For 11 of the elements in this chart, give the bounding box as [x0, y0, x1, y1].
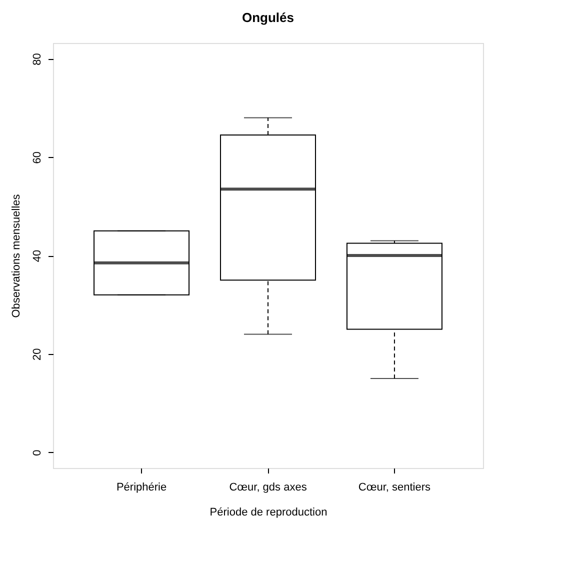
y-axis-title: Observations mensuelles: [10, 194, 22, 318]
y-tick-label: 60: [32, 151, 44, 164]
x-tick-label: Périphérie: [116, 482, 167, 494]
y-tick-label: 40: [32, 250, 44, 262]
x-tick-label: Cœur, sentiers: [358, 482, 432, 494]
chart-title: Ongulés: [242, 10, 294, 25]
y-tick-label: 80: [32, 53, 44, 66]
y-tick-label: 20: [32, 348, 44, 361]
x-tick-label: Cœur, gds axes: [229, 482, 308, 494]
y-tick-label: 0: [32, 450, 44, 456]
x-axis-title: Période de reproduction: [210, 506, 328, 518]
